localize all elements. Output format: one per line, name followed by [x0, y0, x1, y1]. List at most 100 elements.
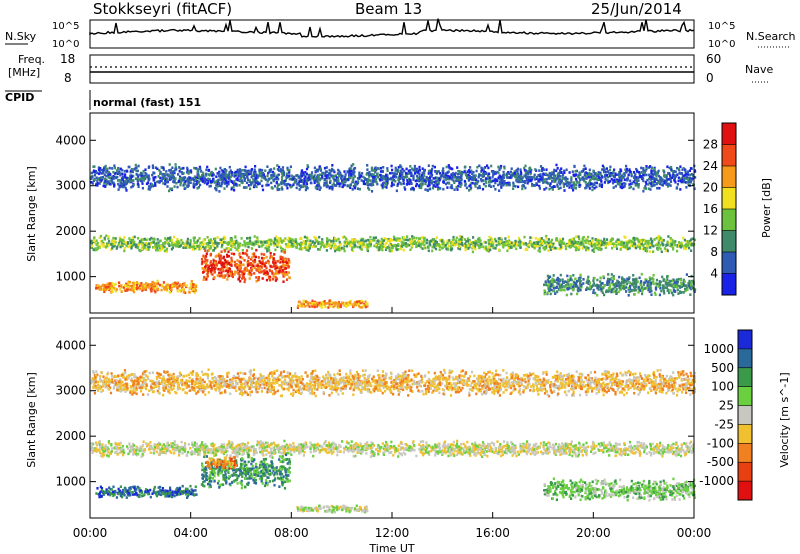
heatmap-cell: [115, 169, 119, 172]
heatmap-cell: [131, 281, 134, 285]
heatmap-cell: [281, 258, 284, 262]
heatmap-cell: [445, 176, 448, 179]
heatmap-cell: [171, 241, 174, 245]
heatmap-cell: [541, 242, 544, 245]
heatmap-cell: [556, 172, 560, 175]
heatmap-cell: [107, 237, 110, 240]
heatmap-cell: [111, 287, 114, 291]
heatmap-cell: [118, 284, 121, 288]
heatmap-cell: [250, 181, 253, 184]
heatmap-cell: [242, 186, 246, 189]
heatmap-cell: [264, 241, 267, 244]
heatmap-cell: [597, 178, 600, 181]
heatmap-cell: [216, 244, 219, 248]
heatmap-cell: [311, 245, 314, 248]
nsky-trace: [89, 18, 695, 38]
heatmap-cell: [376, 239, 379, 243]
heatmap-cell: [491, 175, 494, 179]
heatmap-cell: [499, 182, 502, 186]
heatmap-cell: [652, 182, 655, 186]
heatmap-cell: [524, 181, 527, 184]
heatmap-cell: [554, 180, 557, 183]
heatmap-cell: [102, 184, 105, 188]
heatmap-cell: [214, 260, 217, 263]
heatmap-cell: [388, 240, 391, 244]
heatmap-cell: [451, 172, 455, 175]
heatmap-cell: [405, 167, 408, 171]
heatmap-cell: [234, 172, 237, 176]
heatmap-cell: [317, 178, 320, 181]
heatmap-cell: [202, 239, 205, 242]
heatmap-cell: [208, 241, 211, 244]
heatmap-cell: [280, 249, 283, 253]
heatmap-cell: [656, 186, 659, 190]
heatmap-cell: [667, 171, 670, 175]
heatmap-cell: [193, 166, 196, 170]
heatmap-cell: [111, 246, 114, 250]
heatmap-cell: [298, 188, 301, 191]
heatmap-cell: [599, 176, 603, 180]
heatmap-cell: [620, 186, 623, 190]
heatmap-cell: [566, 177, 569, 181]
heatmap-cell: [399, 238, 402, 242]
heatmap-cell: [96, 179, 99, 182]
heatmap-cell: [333, 184, 336, 187]
heatmap-cell: [121, 182, 124, 186]
heatmap-cell: [553, 246, 557, 250]
heatmap-cell: [536, 243, 539, 246]
heatmap-cell: [247, 272, 250, 276]
heatmap-cell: [357, 240, 360, 244]
heatmap-cell: [306, 239, 309, 242]
heatmap-cell: [397, 248, 400, 251]
heatmap-cell: [353, 170, 356, 174]
heatmap-cell: [147, 166, 150, 169]
heatmap-cell: [482, 179, 485, 182]
heatmap-cell: [147, 248, 150, 251]
heatmap-cell: [176, 289, 179, 293]
heatmap-cell: [621, 184, 624, 188]
heatmap-cell: [289, 185, 292, 189]
heatmap-cell: [468, 240, 471, 244]
heatmap-cell: [438, 172, 442, 175]
heatmap-cell: [427, 172, 430, 175]
heatmap-cell: [106, 169, 109, 172]
heatmap-cell: [169, 171, 172, 175]
heatmap-cell: [338, 173, 341, 177]
heatmap-cell: [215, 188, 218, 191]
heatmap-cell: [513, 244, 516, 248]
heatmap-cell: [472, 243, 475, 246]
heatmap-cell: [579, 173, 582, 176]
heatmap-cell: [652, 244, 655, 248]
heatmap-cell: [345, 305, 348, 308]
heatmap-cell: [676, 183, 679, 186]
heatmap-cell: [648, 181, 651, 184]
heatmap-cell: [118, 236, 121, 240]
heatmap-cell: [412, 237, 415, 241]
heatmap-cell: [418, 165, 421, 169]
heatmap-cell: [461, 241, 464, 245]
heatmap-cell: [312, 178, 315, 181]
heatmap-cell: [254, 176, 257, 180]
heatmap-cell: [403, 169, 406, 173]
heatmap-cell: [353, 175, 357, 178]
heatmap-cell: [287, 271, 291, 274]
heatmap-cell: [458, 172, 461, 176]
heatmap-cell: [560, 171, 563, 174]
heatmap-cell: [381, 186, 384, 190]
heatmap-cell: [158, 169, 161, 172]
heatmap-cell: [623, 241, 626, 245]
heatmap-cell: [444, 172, 447, 175]
heatmap-cell: [123, 175, 127, 178]
heatmap-cell: [117, 167, 120, 171]
heatmap-cell: [402, 176, 405, 180]
heatmap-cell: [292, 183, 295, 187]
heatmap-cell: [468, 175, 471, 179]
heatmap-cell: [446, 242, 449, 245]
heatmap-cell: [238, 273, 241, 277]
heatmap-cell: [285, 184, 288, 187]
heatmap-cell: [568, 242, 571, 246]
heatmap-cell: [257, 256, 260, 259]
nave-label: Nave: [745, 63, 773, 76]
heatmap-cell: [270, 181, 273, 185]
heatmap-cell: [272, 178, 275, 182]
